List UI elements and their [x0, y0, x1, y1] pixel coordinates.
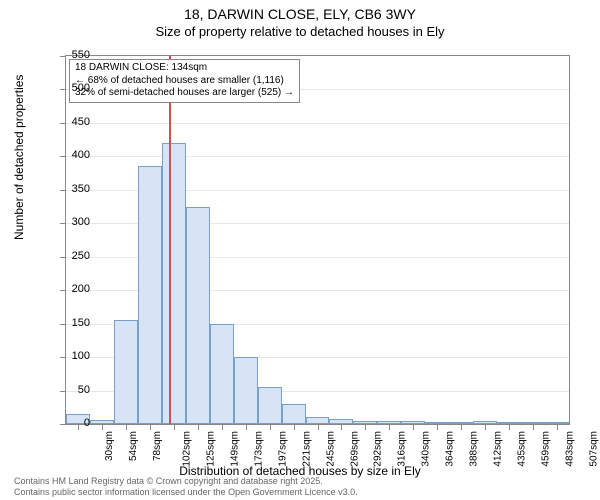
ytick-label: 350 [60, 183, 90, 195]
xtick [318, 425, 319, 430]
bar [473, 421, 497, 424]
xtick [437, 425, 438, 430]
plot-area: 18 DARWIN CLOSE: 134sqm← 68% of detached… [65, 55, 570, 425]
bar [353, 421, 377, 424]
annotation-line3: 32% of semi-detached houses are larger (… [75, 87, 294, 100]
xtick [294, 425, 295, 430]
bar [306, 417, 330, 424]
annotation-line1: 18 DARWIN CLOSE: 134sqm [75, 62, 294, 75]
xtick-label: 102sqm [181, 431, 192, 467]
xtick-label: 149sqm [229, 431, 240, 467]
ytick-label: 100 [60, 350, 90, 362]
xtick-label: 316sqm [397, 431, 408, 467]
bar [258, 387, 282, 424]
bar [90, 420, 114, 424]
xtick [150, 425, 151, 430]
xtick-label: 340sqm [421, 431, 432, 467]
xtick-label: 30sqm [104, 431, 115, 461]
title-block: 18, DARWIN CLOSE, ELY, CB6 3WY Size of p… [0, 0, 600, 39]
bar [545, 422, 569, 424]
bar [210, 324, 234, 424]
xtick-label: 54sqm [128, 431, 139, 461]
xtick-label: 173sqm [253, 431, 264, 467]
bar [162, 143, 186, 424]
xtick [198, 425, 199, 430]
bar [521, 422, 545, 424]
bar [425, 422, 449, 424]
xtick [365, 425, 366, 430]
title-sub: Size of property relative to detached ho… [0, 24, 600, 39]
ytick-label: 0 [60, 417, 90, 429]
xtick [485, 425, 486, 430]
highlight-line [169, 56, 171, 424]
bar [497, 422, 521, 424]
gridline [66, 156, 569, 157]
xtick-label: 507sqm [589, 431, 600, 467]
xtick-label: 221sqm [301, 431, 312, 467]
xtick [533, 425, 534, 430]
chart-container: 18, DARWIN CLOSE, ELY, CB6 3WY Size of p… [0, 0, 600, 500]
xtick [389, 425, 390, 430]
xtick [126, 425, 127, 430]
xtick-label: 78sqm [152, 431, 163, 461]
bar [282, 404, 306, 424]
xtick-label: 292sqm [373, 431, 384, 467]
bar [329, 419, 353, 424]
bar [138, 166, 162, 424]
gridline [66, 123, 569, 124]
ytick-label: 200 [60, 283, 90, 295]
ytick-label: 450 [60, 116, 90, 128]
footer: Contains HM Land Registry data © Crown c… [14, 476, 358, 498]
ytick-label: 550 [60, 49, 90, 61]
ytick-label: 50 [60, 384, 90, 396]
ytick-label: 400 [60, 149, 90, 161]
bar [234, 357, 258, 424]
bar [377, 421, 401, 424]
xtick [102, 425, 103, 430]
xtick-label: 388sqm [469, 431, 480, 467]
title-main: 18, DARWIN CLOSE, ELY, CB6 3WY [0, 6, 600, 22]
xtick-label: 412sqm [493, 431, 504, 467]
footer-line1: Contains HM Land Registry data © Crown c… [14, 476, 358, 487]
footer-line2: Contains public sector information licen… [14, 487, 358, 498]
chart-area: 18 DARWIN CLOSE: 134sqm← 68% of detached… [65, 55, 570, 425]
annotation-box: 18 DARWIN CLOSE: 134sqm← 68% of detached… [69, 59, 300, 103]
xtick-label: 364sqm [445, 431, 456, 467]
ytick-label: 150 [60, 317, 90, 329]
xtick [270, 425, 271, 430]
xtick [461, 425, 462, 430]
bar [449, 422, 473, 424]
ytick-label: 300 [60, 216, 90, 228]
bar [186, 207, 210, 424]
xtick-label: 197sqm [277, 431, 288, 467]
xtick-label: 435sqm [517, 431, 528, 467]
bar [401, 421, 425, 424]
xtick-label: 125sqm [205, 431, 216, 467]
y-axis-title: Number of detached properties [12, 75, 26, 240]
xtick-label: 483sqm [565, 431, 576, 467]
bar [114, 320, 138, 424]
xtick [413, 425, 414, 430]
xtick [246, 425, 247, 430]
annotation-line2: ← 68% of detached houses are smaller (1,… [75, 75, 294, 88]
ytick-label: 250 [60, 250, 90, 262]
xtick-label: 245sqm [325, 431, 336, 467]
xtick [509, 425, 510, 430]
xtick-label: 459sqm [541, 431, 552, 467]
xtick [222, 425, 223, 430]
ytick-label: 500 [60, 82, 90, 94]
xtick-label: 269sqm [349, 431, 360, 467]
xtick [174, 425, 175, 430]
xtick [341, 425, 342, 430]
xtick [557, 425, 558, 430]
